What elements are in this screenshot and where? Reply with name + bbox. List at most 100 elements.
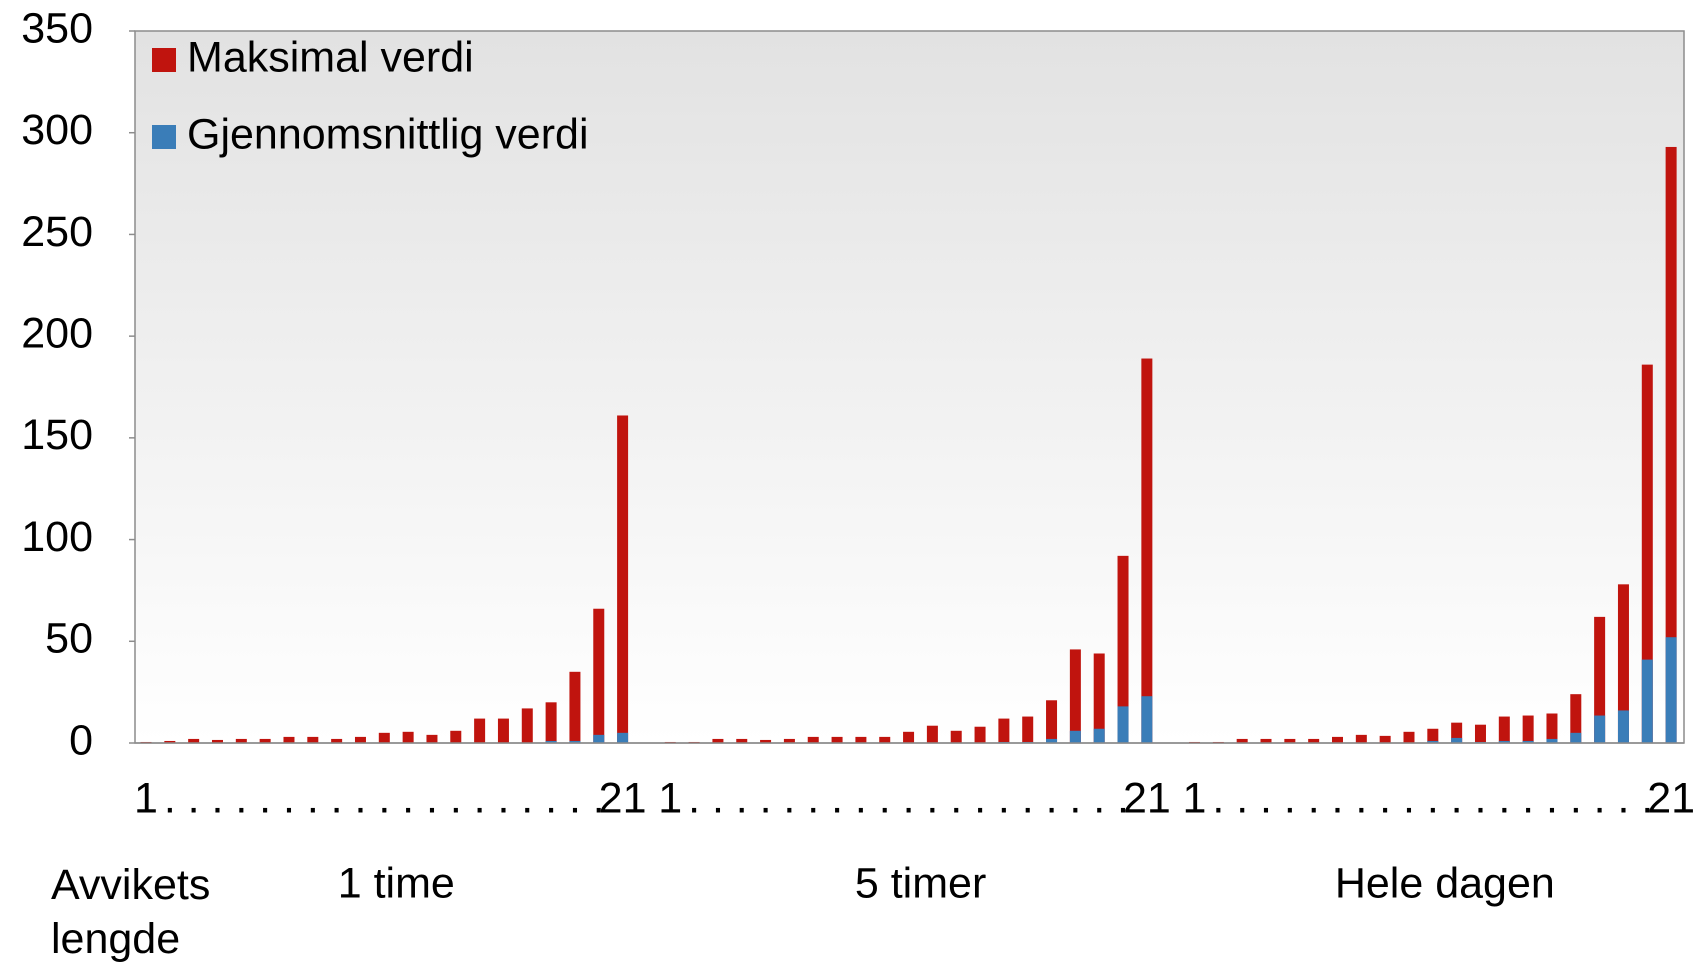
x-tick-label: . bbox=[1451, 774, 1463, 822]
bar bbox=[1451, 722, 1463, 743]
bar bbox=[354, 736, 366, 743]
bar bbox=[1451, 737, 1463, 743]
bar bbox=[1093, 728, 1105, 743]
bar bbox=[1117, 555, 1129, 743]
x-tick-label: . bbox=[855, 774, 867, 822]
bar bbox=[879, 736, 891, 743]
x-tick-label: . bbox=[1570, 774, 1582, 822]
bar bbox=[593, 608, 605, 743]
bar bbox=[426, 734, 438, 743]
bar bbox=[1641, 364, 1653, 743]
bar bbox=[736, 738, 748, 743]
x-tick-label: . bbox=[903, 774, 915, 822]
bar bbox=[1260, 738, 1272, 743]
bar bbox=[593, 734, 605, 743]
bar bbox=[569, 671, 581, 743]
x-tick-label: . bbox=[1379, 774, 1391, 822]
x-tick-label: . bbox=[879, 774, 891, 822]
x-tick-label: . bbox=[998, 774, 1010, 822]
bar bbox=[1570, 694, 1582, 743]
x-tick-label: . bbox=[593, 774, 605, 822]
x-tick-label: . bbox=[1093, 774, 1105, 822]
bar bbox=[1284, 738, 1296, 743]
bar bbox=[497, 718, 509, 743]
x-tick-label: . bbox=[950, 774, 962, 822]
x-tick-label: . bbox=[1260, 774, 1272, 822]
bar bbox=[1498, 716, 1510, 743]
bar bbox=[1046, 700, 1058, 743]
y-tick-label: 250 bbox=[21, 208, 93, 256]
x-tick-label: . bbox=[426, 774, 438, 822]
x-tick-label: . bbox=[1641, 774, 1653, 822]
bar bbox=[807, 736, 819, 743]
bar bbox=[1617, 584, 1629, 743]
bar bbox=[903, 731, 915, 743]
bar bbox=[1546, 713, 1558, 743]
y-tick-label: 100 bbox=[21, 513, 93, 561]
y-tick-label: 300 bbox=[21, 106, 93, 154]
bar bbox=[1522, 715, 1534, 743]
bar bbox=[1236, 738, 1248, 743]
x-tick-label: . bbox=[736, 774, 748, 822]
x-tick-label: 21 bbox=[1647, 774, 1695, 822]
bar bbox=[926, 725, 938, 743]
x-tick-label: . bbox=[188, 774, 200, 822]
bar bbox=[855, 736, 867, 743]
bar bbox=[1332, 736, 1343, 743]
x-tick-label: . bbox=[474, 774, 486, 822]
bar bbox=[831, 736, 843, 743]
bar bbox=[712, 738, 724, 743]
x-tick-label: . bbox=[1498, 774, 1510, 822]
legend-swatch bbox=[152, 48, 176, 72]
x-tick-label: 21 bbox=[1123, 774, 1171, 822]
bar bbox=[235, 738, 247, 743]
bar bbox=[998, 718, 1010, 743]
bar bbox=[1093, 653, 1105, 743]
bar bbox=[1641, 659, 1653, 743]
x-tick-label: . bbox=[307, 774, 319, 822]
group-label: 5 timer bbox=[855, 859, 986, 907]
x-tick-label: . bbox=[1236, 774, 1248, 822]
bar bbox=[950, 730, 962, 743]
bar bbox=[1046, 738, 1058, 743]
x-tick-label: . bbox=[783, 774, 795, 822]
bar bbox=[259, 738, 271, 743]
y-tick-label: 200 bbox=[21, 310, 93, 358]
x-tick-label: . bbox=[283, 774, 295, 822]
x-axis-label: Avvikets lengde bbox=[51, 861, 210, 963]
bar bbox=[974, 726, 986, 743]
x-tick-label: . bbox=[1046, 774, 1058, 822]
bar bbox=[617, 732, 629, 743]
x-tick-label: . bbox=[1212, 774, 1224, 822]
y-tick-label: 150 bbox=[21, 411, 93, 459]
x-tick-label: . bbox=[688, 774, 700, 822]
x-tick-label: . bbox=[1475, 774, 1487, 822]
bar bbox=[188, 738, 200, 743]
group-label: 1 time bbox=[338, 859, 455, 907]
x-tick-label: . bbox=[402, 774, 414, 822]
bar bbox=[617, 415, 629, 743]
x-tick-label: . bbox=[1117, 774, 1129, 822]
x-tick-label: . bbox=[497, 774, 509, 822]
x-tick-label: . bbox=[1355, 774, 1367, 822]
bar bbox=[521, 708, 533, 743]
x-tick-label: . bbox=[164, 774, 176, 822]
bar bbox=[1617, 710, 1629, 743]
plot-area bbox=[134, 30, 1685, 744]
bar bbox=[1474, 724, 1486, 743]
bar bbox=[1022, 716, 1034, 743]
bar bbox=[1665, 637, 1677, 743]
bar bbox=[1570, 732, 1582, 743]
x-tick-label: . bbox=[1594, 774, 1606, 822]
x-tick-label: . bbox=[331, 774, 343, 822]
x-tick-label: . bbox=[569, 774, 581, 822]
bar bbox=[1069, 649, 1081, 743]
x-tick-label: . bbox=[807, 774, 819, 822]
bar bbox=[1522, 740, 1534, 743]
bar bbox=[378, 732, 390, 743]
x-tick-label: . bbox=[1546, 774, 1558, 822]
bar bbox=[1403, 731, 1415, 743]
bar bbox=[1594, 715, 1606, 743]
